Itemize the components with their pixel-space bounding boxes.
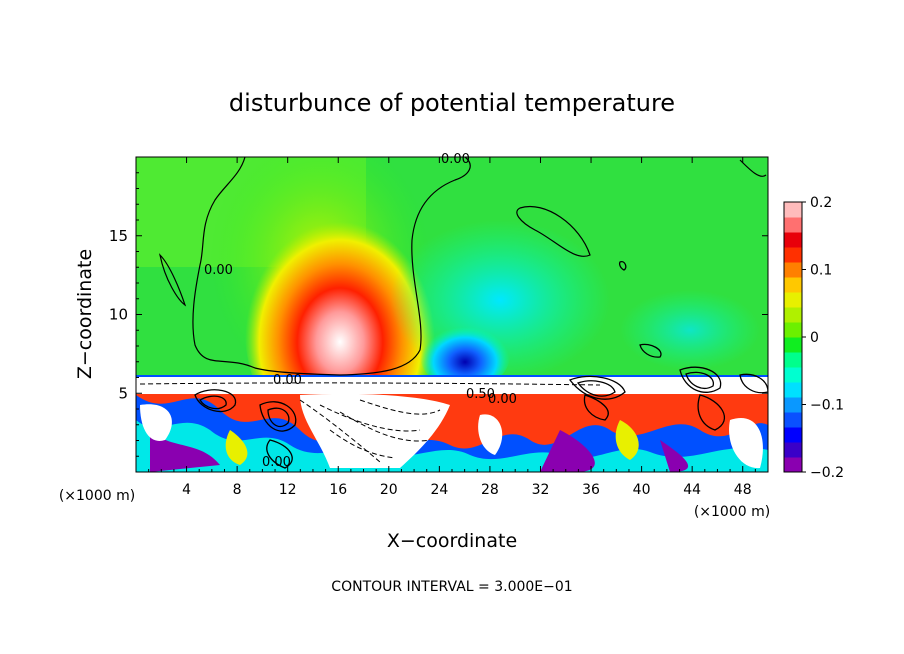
x-tick-label: 32 xyxy=(532,482,550,498)
field-white-right xyxy=(729,418,763,469)
x-unit-right: (×1000 m) xyxy=(694,504,770,520)
colorbar-segment xyxy=(784,202,802,218)
y-tick-label: 5 xyxy=(118,384,128,402)
x-tick-label: 12 xyxy=(279,482,297,498)
contour-label: 0.00 xyxy=(441,152,470,167)
y-tick-label: 10 xyxy=(109,306,128,324)
y-tick-label: 15 xyxy=(109,227,128,245)
colorbar-segment xyxy=(784,457,802,473)
x-tick-label: 8 xyxy=(233,482,242,498)
solid-contour-clusters xyxy=(194,261,768,469)
colorbar-segment xyxy=(784,352,802,368)
colorbar-segment xyxy=(784,217,802,233)
contour-label: 0.00 xyxy=(204,263,233,278)
x-tick-label: 24 xyxy=(430,482,448,498)
colorbar-segment xyxy=(784,322,802,338)
contour-label: 0.50 xyxy=(466,387,495,402)
colorbar-label: 0.2 xyxy=(810,195,832,211)
colorbar-segment xyxy=(784,292,802,308)
colorbar-segment xyxy=(784,247,802,263)
x-tick-label: 44 xyxy=(683,482,701,498)
contour-labels: 0.00 0.00 0.00 0.00 0.00 0.50 xyxy=(204,152,517,470)
y-axis-label: Z−coordinate xyxy=(74,249,96,379)
colorbar-label: 0 xyxy=(810,330,819,346)
colorbar-segment xyxy=(784,337,802,353)
plot-area xyxy=(136,157,768,472)
x-tick-label: 40 xyxy=(633,482,651,498)
colorbar-segment xyxy=(784,277,802,293)
colorbar-segment xyxy=(784,262,802,278)
x-tick-label: 36 xyxy=(582,482,600,498)
colorbar-segment xyxy=(784,382,802,398)
colorbar-segment xyxy=(784,232,802,248)
dashed-contours xyxy=(139,382,601,463)
x-tick-label: 28 xyxy=(481,482,499,498)
colorbar-segment xyxy=(784,442,802,458)
contour-label: 0.00 xyxy=(273,373,302,388)
field-cold-core xyxy=(420,320,510,390)
contour-label: 0.00 xyxy=(262,455,291,470)
x-axis-label: X−coordinate xyxy=(387,530,517,552)
colorbar-label: −0.1 xyxy=(810,398,844,414)
colorbar-segment xyxy=(784,412,802,428)
zero-contours xyxy=(159,157,767,376)
y-axis: 5 10 15 xyxy=(109,172,768,457)
field-cool-right xyxy=(620,290,760,370)
field-white-mid xyxy=(478,414,503,455)
x-tick-label: 16 xyxy=(329,482,347,498)
colorbar-label: 0.1 xyxy=(810,263,832,279)
colorbar-segment xyxy=(784,307,802,323)
field-lower-white-cell xyxy=(300,393,450,468)
field-lower-cyan xyxy=(136,420,768,472)
x-tick-label: 48 xyxy=(734,482,752,498)
x-axis: 4 8 12 16 20 24 28 32 36 40 44 48 xyxy=(148,157,756,498)
x-tick-label: 4 xyxy=(182,482,191,498)
x-unit-left: (×1000 m) xyxy=(59,488,135,504)
field-lower-purple xyxy=(150,430,689,472)
x-tick-label: 20 xyxy=(380,482,398,498)
field-white-left xyxy=(140,404,172,441)
chart-title: disturbunce of potential temperature xyxy=(229,89,675,117)
colorbar-label: −0.2 xyxy=(810,465,844,481)
contour-interval-note: CONTOUR INTERVAL = 3.000E−01 xyxy=(331,579,572,595)
colorbar-segment xyxy=(784,397,802,413)
field-inversion-band xyxy=(136,376,768,394)
colorbar-segment xyxy=(784,427,802,443)
colorbar-segment xyxy=(784,367,802,383)
colorbar: 0.2 0.1 0 −0.1 −0.2 xyxy=(783,195,844,481)
contour-label: 0.00 xyxy=(488,392,517,407)
